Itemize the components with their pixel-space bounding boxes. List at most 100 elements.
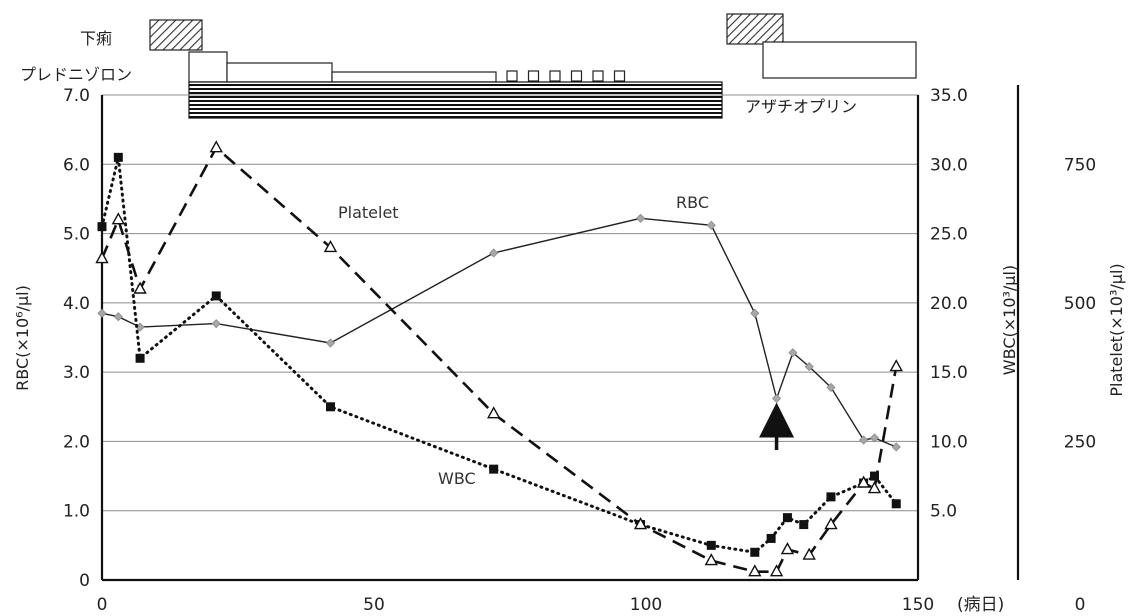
platelet-point	[209, 140, 223, 153]
rbc-point	[489, 248, 499, 258]
rbc-point	[804, 362, 814, 372]
azathioprine-bar	[188, 81, 723, 119]
wbc-tick-label: 15.0	[930, 363, 968, 383]
x-unit-label: (病日)	[957, 595, 1004, 615]
prednisolone-step-1	[188, 51, 228, 83]
x-tick-label: 0	[97, 595, 108, 615]
prednisolone-pulse-3	[549, 70, 561, 82]
platelet-point	[323, 239, 338, 253]
wbc-tick-label: 10.0	[930, 432, 968, 452]
wbc-axis-title: WBC(×10³/μl)	[1000, 265, 1019, 375]
wbc-tick-labels: 5.0 10.0 15.0 20.0 25.0 30.0 35.0	[930, 86, 968, 522]
platelet-axis-title: Platelet(×10³/μl)	[1107, 263, 1126, 396]
wbc-point	[869, 471, 879, 481]
series-label-rbc: RBC	[676, 193, 709, 212]
platelet-point	[111, 212, 126, 225]
x-tick-labels: 0 50 100 150	[97, 595, 935, 615]
wbc-point	[97, 222, 107, 232]
rbc-point	[211, 319, 221, 329]
wbc-point	[706, 540, 716, 550]
platelet-point	[633, 517, 648, 530]
prednisolone-label: プレドニゾロン	[20, 65, 132, 84]
left-axis-title: RBC(×10⁶/μl)	[13, 285, 32, 391]
diarrhea-bar-2	[726, 13, 784, 45]
platelet-point	[889, 359, 903, 372]
left-tick-labels: 0 1.0 2.0 3.0 4.0 5.0 6.0 7.0	[63, 86, 90, 591]
wbc-point	[826, 492, 836, 502]
left-tick-label: 5.0	[63, 225, 90, 245]
rbc-point	[325, 338, 336, 348]
wbc-point	[135, 353, 145, 363]
rbc-point	[706, 220, 716, 230]
rbc-point	[891, 442, 901, 452]
wbc-point	[325, 402, 335, 412]
platelet-line	[100, 145, 898, 574]
prednisolone-step-4	[762, 41, 917, 79]
x-tick-label: 50	[363, 595, 385, 615]
left-tick-label: 3.0	[63, 363, 90, 383]
left-tick-label: 7.0	[63, 86, 90, 106]
wbc-point	[489, 464, 499, 474]
wbc-point	[782, 513, 792, 523]
azathioprine-label: アザチオプリン	[745, 97, 857, 116]
wbc-point	[891, 499, 901, 509]
rbc-point	[113, 312, 123, 322]
prednisolone-pulse-5	[592, 70, 604, 82]
series	[95, 140, 903, 577]
platelet-point	[780, 542, 795, 555]
wbc-tick-label: 30.0	[930, 155, 968, 175]
rbc-point	[826, 382, 836, 392]
series-label-platelet: Platelet	[338, 203, 399, 222]
platelet-point	[856, 475, 871, 488]
prednisolone-pulse-6	[613, 70, 626, 82]
series-label-wbc: WBC	[438, 469, 476, 488]
wbc-point	[211, 291, 221, 301]
rbc-point	[869, 433, 880, 443]
prednisolone-pulse-4	[570, 70, 583, 82]
treatment-bars: 下痢 プレドニゾロン アザチオプリン	[20, 13, 917, 119]
platelet-point	[769, 564, 784, 577]
platelet-point	[802, 547, 816, 560]
diarrhea-bar-1	[149, 19, 203, 51]
platelet-point	[867, 481, 882, 494]
platelet-tick-label: 0	[1075, 595, 1086, 615]
left-tick-label: 0	[79, 571, 90, 591]
rbc-point	[97, 308, 107, 318]
rbc-point	[750, 308, 760, 318]
prednisolone-bars	[188, 41, 917, 83]
platelet-tick-label: 750	[1064, 155, 1096, 175]
wbc-tick-label: 35.0	[930, 86, 968, 106]
left-tick-label: 1.0	[63, 502, 90, 522]
prednisolone-pulses	[506, 70, 626, 82]
platelet-point	[133, 281, 147, 294]
rbc-point	[635, 213, 646, 223]
wbc-point	[766, 533, 776, 543]
platelet-tick-labels: 0 250 500 750	[1064, 155, 1096, 615]
wbc-point	[799, 520, 809, 530]
left-tick-label: 4.0	[63, 294, 90, 314]
x-tick-label: 150	[902, 595, 934, 615]
left-tick-label: 6.0	[63, 155, 90, 175]
platelet-point	[704, 553, 718, 566]
platelet-point	[486, 406, 501, 419]
left-tick-label: 2.0	[63, 432, 90, 452]
platelet-point	[824, 517, 838, 530]
prednisolone-step-3	[331, 71, 497, 83]
grid-lines	[102, 94, 918, 512]
wbc-point	[113, 152, 123, 162]
rbc-point	[771, 393, 782, 404]
prednisolone-step-2	[226, 62, 333, 83]
rbc-point	[788, 348, 798, 358]
wbc-line	[100, 157, 898, 554]
wbc-tick-label: 5.0	[930, 502, 957, 522]
wbc-tick-label: 25.0	[930, 225, 968, 245]
prednisolone-pulse-1	[506, 70, 518, 82]
platelet-point	[95, 251, 109, 264]
axes	[100, 85, 1020, 582]
platelet-tick-label: 500	[1064, 294, 1096, 314]
wbc-point	[750, 547, 760, 557]
rbc-point	[859, 435, 869, 445]
platelet-tick-label: 250	[1064, 432, 1096, 452]
rbc-line	[101, 217, 897, 448]
